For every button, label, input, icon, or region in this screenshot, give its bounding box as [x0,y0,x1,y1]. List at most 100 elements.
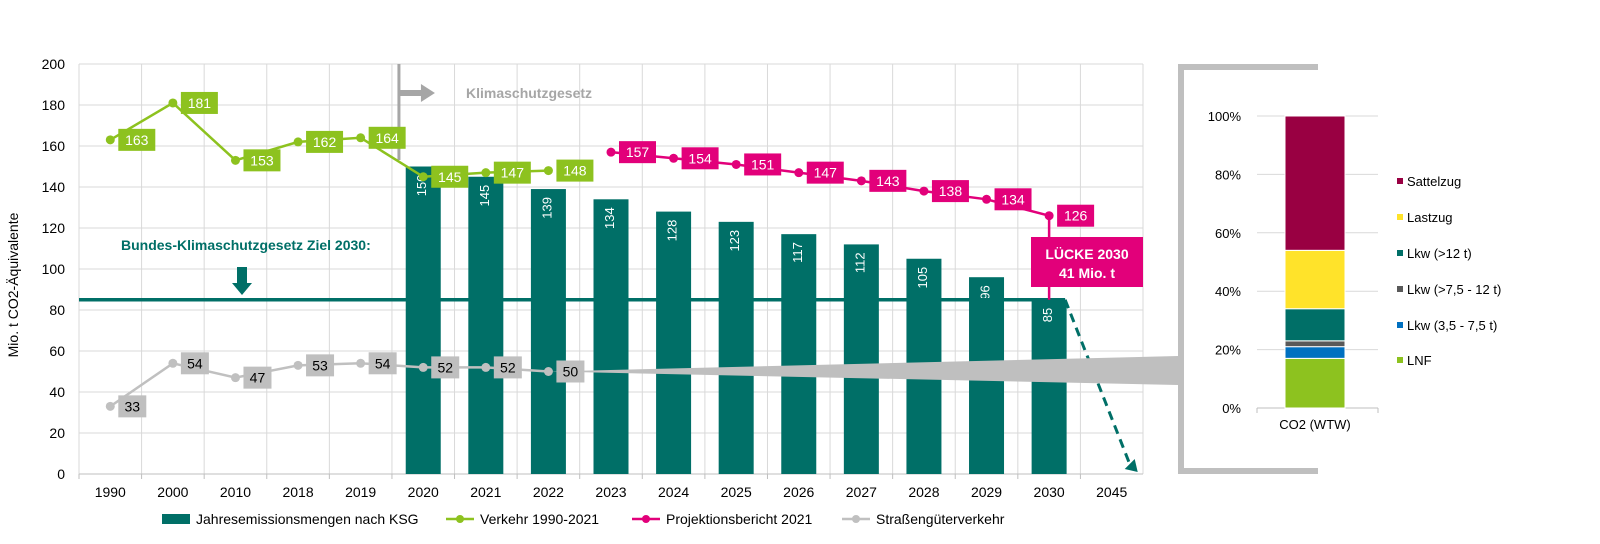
data-label-box [493,161,531,184]
data-point [982,194,992,204]
legend-label: Projektionsbericht 2021 [666,511,813,527]
panel-y-tick-label: 20% [1215,343,1241,358]
data-point [669,153,679,163]
legend-panel-label: Lkw (>7,5 - 12 t) [1407,282,1501,297]
panel-y-tick-label: 100% [1208,109,1242,124]
data-label-box [243,366,272,389]
data-point [543,166,553,176]
bar-data-label: 128 [665,220,680,242]
legend-label: Verkehr 1990-2021 [480,511,599,527]
data-label: 154 [688,150,712,166]
y-tick-label: 160 [42,138,66,154]
data-label: 33 [125,398,141,414]
bar-data-label: 85 [1040,308,1055,322]
data-label-box [118,128,156,151]
data-label-box [180,91,218,114]
legend-panel-swatch [1397,250,1403,256]
data-point [794,168,804,178]
data-point [919,186,929,196]
x-tick-label: 1990 [95,484,126,500]
series-strassengueterverkehr: 33 54 47 53 54 52 52 50 [105,352,585,418]
bar-data-label: 96 [978,285,993,299]
y-tick-label: 120 [42,220,66,236]
bar [843,244,879,474]
panel-y-tick-label: 0% [1222,401,1241,416]
data-label-box [118,395,147,418]
x-tick-label: 2045 [1096,484,1127,500]
data-label: 138 [939,183,963,199]
bar [656,211,692,474]
down-arrow-head [232,283,252,295]
data-label: 50 [563,364,579,380]
y-tick-label: 100 [42,261,66,277]
data-point [731,159,741,169]
series-projektionsbericht: 157 154 151 147 143 138 134 126 [606,141,1095,227]
bar-data-label: 123 [727,230,742,252]
data-label-box [681,147,719,170]
frame-bottom [1178,468,1318,474]
y-tick-label: 20 [49,425,65,441]
bar-data-label: 112 [852,252,867,273]
bar [530,189,566,475]
legend-panel-label: Lkw (3,5 - 7,5 t) [1407,318,1497,333]
panel-y-tick-label: 40% [1215,284,1241,299]
y-tick-label: 0 [57,466,65,482]
data-label-box [306,354,335,377]
data-label: 164 [375,130,399,146]
data-point [543,367,553,376]
x-tick-label: 2027 [846,484,877,500]
bar-data-label: 105 [915,267,930,289]
legend-swatch [162,514,190,524]
law-arrow-head [420,84,435,102]
gridlines [78,63,1144,475]
x-tick-label: 2029 [971,484,1002,500]
data-label: 162 [313,134,337,150]
data-point [481,168,491,178]
data-point [230,155,240,165]
legend-panel-swatch [1397,357,1403,363]
data-label: 126 [1064,208,1088,224]
data-point [481,362,491,372]
frame-left [1178,64,1184,474]
data-label: 54 [187,355,203,371]
data-label: 181 [188,95,212,111]
data-label-box [869,169,907,192]
stack-segment [1284,346,1346,359]
legend-label: Straßengüterverkehr [876,511,1005,527]
data-point [105,401,115,411]
stack-segment [1284,115,1346,251]
legend-panel-label: Lkw (>12 t) [1407,246,1472,261]
legend-swatch-point [642,515,650,523]
data-label: 52 [437,359,453,375]
legend-label: Jahresemissionsmengen nach KSG [196,511,419,527]
data-point [168,358,178,368]
x-tick-label: 2024 [658,484,689,500]
stack-segment [1284,340,1346,348]
bar [718,221,754,474]
gap-label-line2: 41 Mio. t [1059,265,1115,281]
legend-panel-label: LNF [1407,353,1432,368]
x-tick-label: 2025 [721,484,752,500]
data-label-box [806,161,844,184]
bar [468,176,504,474]
target-annotation: Bundes-Klimaschutzgesetz Ziel 2030: [121,237,371,253]
x-tick-label: 2020 [408,484,439,500]
y-tick-label: 180 [42,97,66,113]
data-label-box [493,356,522,379]
data-label-box [744,153,782,176]
bar-data-label: 134 [602,207,617,229]
data-label-box [619,141,656,164]
x-tick-label: 2028 [908,484,939,500]
down-arrow-shaft [237,267,247,283]
data-point [356,133,366,143]
x-tick-label: 2019 [345,484,376,500]
data-label-box [368,352,397,375]
law-label: Klimaschutzgesetz [466,85,592,101]
stack-segment [1284,308,1346,342]
legend-panel-label: Lastzug [1407,210,1453,225]
data-label-box [306,130,344,153]
zoom-connector [548,356,1178,385]
stack-segment [1284,249,1346,310]
